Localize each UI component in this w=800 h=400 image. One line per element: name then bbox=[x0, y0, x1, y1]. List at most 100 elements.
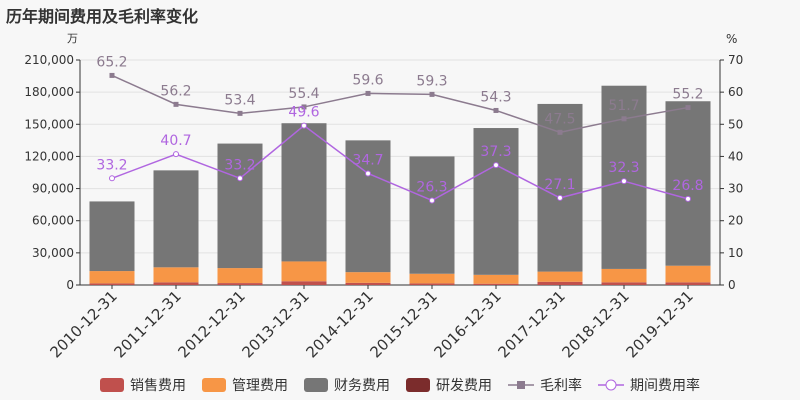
data-label-毛利率: 51.7 bbox=[608, 98, 639, 114]
y-left-tick-label: 180,000 bbox=[24, 85, 74, 99]
bar-管理费用 bbox=[281, 261, 327, 282]
point-期间费用率 bbox=[429, 197, 435, 204]
point-毛利率 bbox=[429, 91, 435, 97]
data-label-期间费用率: 49.6 bbox=[288, 105, 319, 121]
bar-销售费用 bbox=[473, 283, 519, 285]
y-left-unit: 万 bbox=[67, 32, 78, 45]
legend-label-研发费用: 研发费用 bbox=[436, 378, 492, 394]
bar-财务费用 bbox=[665, 101, 711, 266]
point-期间费用率 bbox=[493, 162, 499, 169]
data-label-期间费用率: 32.3 bbox=[608, 160, 639, 176]
bar-管理费用 bbox=[601, 268, 647, 283]
legend-marker-毛利率 bbox=[517, 381, 525, 389]
bar-管理费用 bbox=[153, 267, 199, 283]
x-tick-label: 2018-12-31 bbox=[558, 287, 632, 361]
y-right-unit: % bbox=[726, 32, 737, 46]
bar-销售费用 bbox=[601, 282, 647, 285]
point-毛利率 bbox=[173, 101, 179, 107]
x-tick-label: 2013-12-31 bbox=[238, 287, 312, 361]
point-期间费用率 bbox=[365, 170, 371, 177]
legend-marker-期间费用率 bbox=[605, 379, 617, 391]
point-毛利率 bbox=[621, 116, 627, 122]
data-label-毛利率: 54.3 bbox=[480, 89, 511, 105]
bar-管理费用 bbox=[89, 271, 135, 284]
line-毛利率 bbox=[111, 74, 689, 134]
y-left-tick-label: 30,000 bbox=[32, 246, 74, 260]
legend-label-财务费用: 财务费用 bbox=[334, 378, 390, 394]
y-right-tick-label: 10 bbox=[728, 246, 743, 260]
bar-管理费用 bbox=[473, 274, 519, 284]
legend-swatch-研发费用 bbox=[406, 378, 430, 392]
y-right-tick-label: 50 bbox=[728, 117, 743, 131]
legend-swatch-销售费用 bbox=[100, 378, 124, 392]
bar-管理费用 bbox=[409, 273, 455, 284]
data-label-期间费用率: 37.3 bbox=[480, 144, 511, 160]
x-tick-label: 2011-12-31 bbox=[110, 287, 184, 361]
data-label-期间费用率: 26.8 bbox=[672, 178, 703, 194]
y-right-tick-label: 70 bbox=[728, 53, 743, 67]
point-期间费用率 bbox=[237, 175, 243, 182]
bar-销售费用 bbox=[537, 281, 583, 285]
point-期间费用率 bbox=[685, 195, 691, 202]
bar-财务费用 bbox=[473, 128, 519, 275]
data-label-毛利率: 65.2 bbox=[96, 54, 127, 70]
x-tick-label: 2010-12-31 bbox=[46, 287, 120, 361]
bar-销售费用 bbox=[217, 283, 263, 285]
bar-管理费用 bbox=[665, 265, 711, 283]
point-毛利率 bbox=[493, 107, 499, 113]
data-label-毛利率: 56.2 bbox=[160, 83, 191, 99]
data-label-毛利率: 55.4 bbox=[288, 86, 319, 102]
legend-label-毛利率: 毛利率 bbox=[540, 377, 582, 394]
y-left-tick-label: 150,000 bbox=[24, 117, 74, 131]
y-right-tick-label: 0 bbox=[728, 278, 736, 292]
bar-财务费用 bbox=[153, 170, 199, 268]
bar-管理费用 bbox=[537, 271, 583, 282]
bar-销售费用 bbox=[89, 283, 135, 285]
chart-title: 历年期间费用及毛利率变化 bbox=[6, 7, 199, 26]
point-毛利率 bbox=[109, 72, 115, 78]
bar-销售费用 bbox=[153, 282, 199, 285]
x-tick-label: 2016-12-31 bbox=[430, 287, 504, 361]
data-label-毛利率: 59.3 bbox=[416, 73, 447, 89]
data-label-毛利率: 55.2 bbox=[672, 87, 703, 103]
data-label-期间费用率: 40.7 bbox=[160, 133, 191, 149]
bar-管理费用 bbox=[345, 272, 391, 283]
bar-销售费用 bbox=[409, 283, 455, 285]
y-left-tick-label: 120,000 bbox=[24, 149, 74, 163]
point-毛利率 bbox=[301, 104, 307, 110]
data-label-期间费用率: 26.3 bbox=[416, 179, 447, 195]
bar-管理费用 bbox=[217, 268, 263, 284]
x-tick-label: 2019-12-31 bbox=[622, 287, 696, 361]
bar-财务费用 bbox=[217, 143, 263, 269]
data-label-期间费用率: 33.2 bbox=[96, 157, 127, 173]
y-left-tick-label: 210,000 bbox=[24, 53, 74, 67]
x-tick-label: 2015-12-31 bbox=[366, 287, 440, 361]
x-tick-label: 2012-12-31 bbox=[174, 287, 248, 361]
x-tick-label: 2014-12-31 bbox=[302, 287, 376, 361]
point-毛利率 bbox=[557, 129, 563, 135]
legend-swatch-管理费用 bbox=[202, 378, 226, 392]
point-期间费用率 bbox=[557, 194, 563, 201]
legend-label-管理费用: 管理费用 bbox=[232, 378, 288, 394]
data-label-毛利率: 53.4 bbox=[224, 92, 255, 108]
data-label-毛利率: 47.5 bbox=[544, 111, 575, 127]
data-label-毛利率: 59.6 bbox=[352, 72, 383, 88]
point-期间费用率 bbox=[621, 178, 627, 185]
point-期间费用率 bbox=[301, 122, 307, 129]
bar-销售费用 bbox=[281, 281, 327, 285]
bar-财务费用 bbox=[409, 156, 455, 274]
y-right-tick-label: 20 bbox=[728, 214, 743, 228]
line-期间费用率 bbox=[111, 124, 689, 202]
legend-label-期间费用率: 期间费用率 bbox=[630, 377, 700, 394]
point-毛利率 bbox=[237, 110, 243, 116]
point-期间费用率 bbox=[173, 151, 179, 158]
point-期间费用率 bbox=[109, 175, 115, 182]
y-right-tick-label: 30 bbox=[728, 182, 743, 196]
y-right-tick-label: 40 bbox=[728, 149, 743, 163]
data-label-期间费用率: 34.7 bbox=[352, 152, 383, 168]
legend-swatch-财务费用 bbox=[304, 378, 328, 392]
data-label-期间费用率: 33.2 bbox=[224, 157, 255, 173]
bar-销售费用 bbox=[665, 282, 711, 285]
